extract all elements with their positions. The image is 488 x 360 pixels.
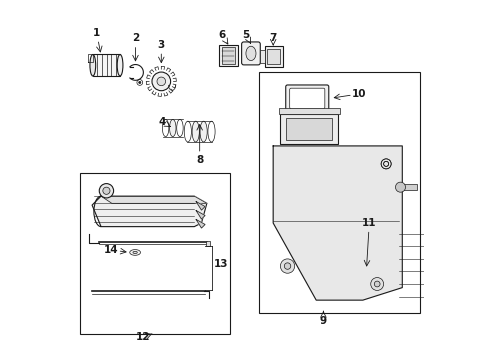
Text: 7: 7 bbox=[269, 33, 276, 42]
Bar bbox=[258, 72, 419, 313]
Bar bbox=[80, 173, 230, 334]
Text: 14: 14 bbox=[103, 245, 118, 255]
Bar bbox=[93, 54, 120, 76]
Polygon shape bbox=[196, 220, 204, 228]
Polygon shape bbox=[101, 196, 206, 203]
Text: 11: 11 bbox=[361, 218, 376, 228]
Ellipse shape bbox=[90, 54, 96, 76]
Circle shape bbox=[370, 278, 383, 291]
Text: 9: 9 bbox=[319, 316, 326, 325]
Text: 3: 3 bbox=[157, 40, 164, 50]
Text: 4: 4 bbox=[158, 117, 165, 127]
Text: 13: 13 bbox=[214, 258, 228, 269]
Ellipse shape bbox=[200, 121, 207, 142]
Bar bbox=[280, 114, 337, 144]
Circle shape bbox=[157, 77, 165, 86]
Bar bbox=[219, 45, 237, 66]
Circle shape bbox=[102, 187, 110, 194]
Circle shape bbox=[280, 259, 294, 273]
Ellipse shape bbox=[133, 251, 137, 253]
Text: 5: 5 bbox=[242, 30, 249, 40]
Ellipse shape bbox=[117, 54, 122, 76]
Bar bbox=[267, 49, 279, 64]
Text: 1: 1 bbox=[93, 28, 100, 38]
Circle shape bbox=[373, 281, 379, 287]
FancyBboxPatch shape bbox=[285, 85, 328, 112]
Bar bbox=[278, 108, 339, 114]
Polygon shape bbox=[92, 196, 206, 226]
Circle shape bbox=[284, 263, 290, 269]
FancyBboxPatch shape bbox=[289, 88, 324, 109]
Circle shape bbox=[99, 184, 113, 198]
Circle shape bbox=[395, 182, 405, 192]
Bar bbox=[264, 46, 282, 67]
FancyBboxPatch shape bbox=[241, 42, 260, 65]
Text: 6: 6 bbox=[218, 30, 225, 40]
Bar bbox=[400, 184, 416, 190]
Ellipse shape bbox=[192, 121, 199, 142]
Bar bbox=[206, 241, 209, 246]
Ellipse shape bbox=[129, 249, 140, 255]
Bar bbox=[260, 50, 265, 63]
Text: 10: 10 bbox=[351, 89, 366, 99]
Polygon shape bbox=[196, 202, 204, 210]
Circle shape bbox=[139, 81, 141, 84]
Polygon shape bbox=[196, 211, 204, 219]
Polygon shape bbox=[273, 146, 402, 300]
Ellipse shape bbox=[245, 46, 255, 60]
Bar bbox=[221, 47, 235, 64]
Text: 8: 8 bbox=[196, 155, 203, 165]
Text: 2: 2 bbox=[132, 33, 139, 43]
Circle shape bbox=[152, 72, 170, 91]
Text: 12: 12 bbox=[136, 332, 150, 342]
Ellipse shape bbox=[169, 120, 176, 136]
Bar bbox=[285, 118, 332, 140]
